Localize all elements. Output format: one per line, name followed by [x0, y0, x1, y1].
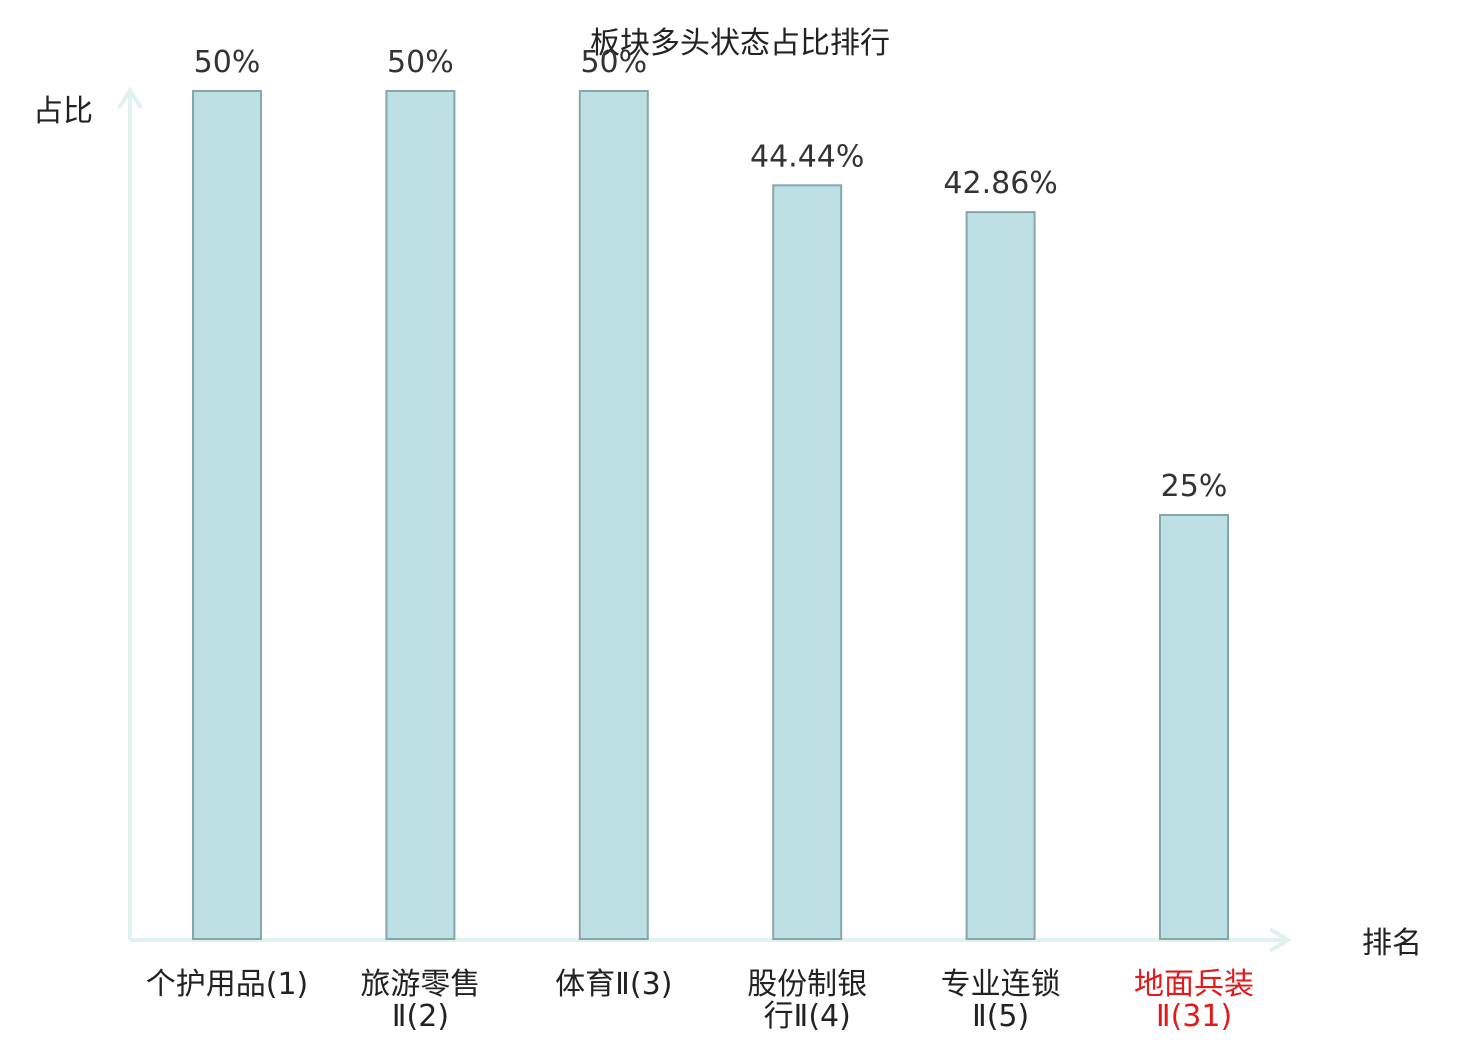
bar-3: [578, 90, 649, 940]
chart-title: 板块多头状态占比排行: [590, 26, 890, 61]
x-tick-label-3: 体育Ⅱ(3): [555, 967, 672, 1002]
bar-2: [385, 90, 456, 940]
bar-4: [772, 184, 843, 941]
value-label-1: 50%: [194, 45, 261, 80]
value-labels-group: 50% 50% 50% 44.44% 42.86% 25%: [194, 45, 1228, 504]
x-tick-label-4: 股份制银行Ⅱ(4): [747, 967, 867, 1034]
bar-6: [1159, 514, 1229, 940]
bar-1: [192, 90, 262, 940]
tick-labels-group: 个护用品(1) 旅游零售 Ⅱ(2) 体育Ⅱ(3) 股份制银行Ⅱ(4) 专业连锁 Ⅱ(5) 地面…: [146, 967, 1254, 1034]
axes: [117, 86, 1292, 953]
value-label-4: 44.44%: [750, 139, 864, 174]
y-axis-label: 占比: [33, 94, 93, 129]
bar-5: [965, 211, 1036, 941]
x-axis-arrow-icon: [1268, 927, 1292, 953]
y-axis-arrow-icon: [117, 86, 143, 110]
value-label-2: 50%: [387, 45, 454, 80]
x-axis-label: 排名: [1362, 926, 1422, 961]
bars-group: [192, 90, 1229, 941]
value-label-3: 50%: [580, 45, 647, 80]
x-tick-label-1: 个护用品(1): [146, 967, 309, 1002]
x-tick-label-2: 旅游零售 Ⅱ(2): [360, 967, 480, 1034]
value-label-5: 42.86%: [943, 166, 1057, 201]
x-tick-label-5: 专业连锁 Ⅱ(5): [941, 967, 1061, 1034]
x-tick-label-6: 地面兵装 Ⅱ(31): [1134, 967, 1254, 1034]
value-label-6: 25%: [1161, 469, 1228, 504]
